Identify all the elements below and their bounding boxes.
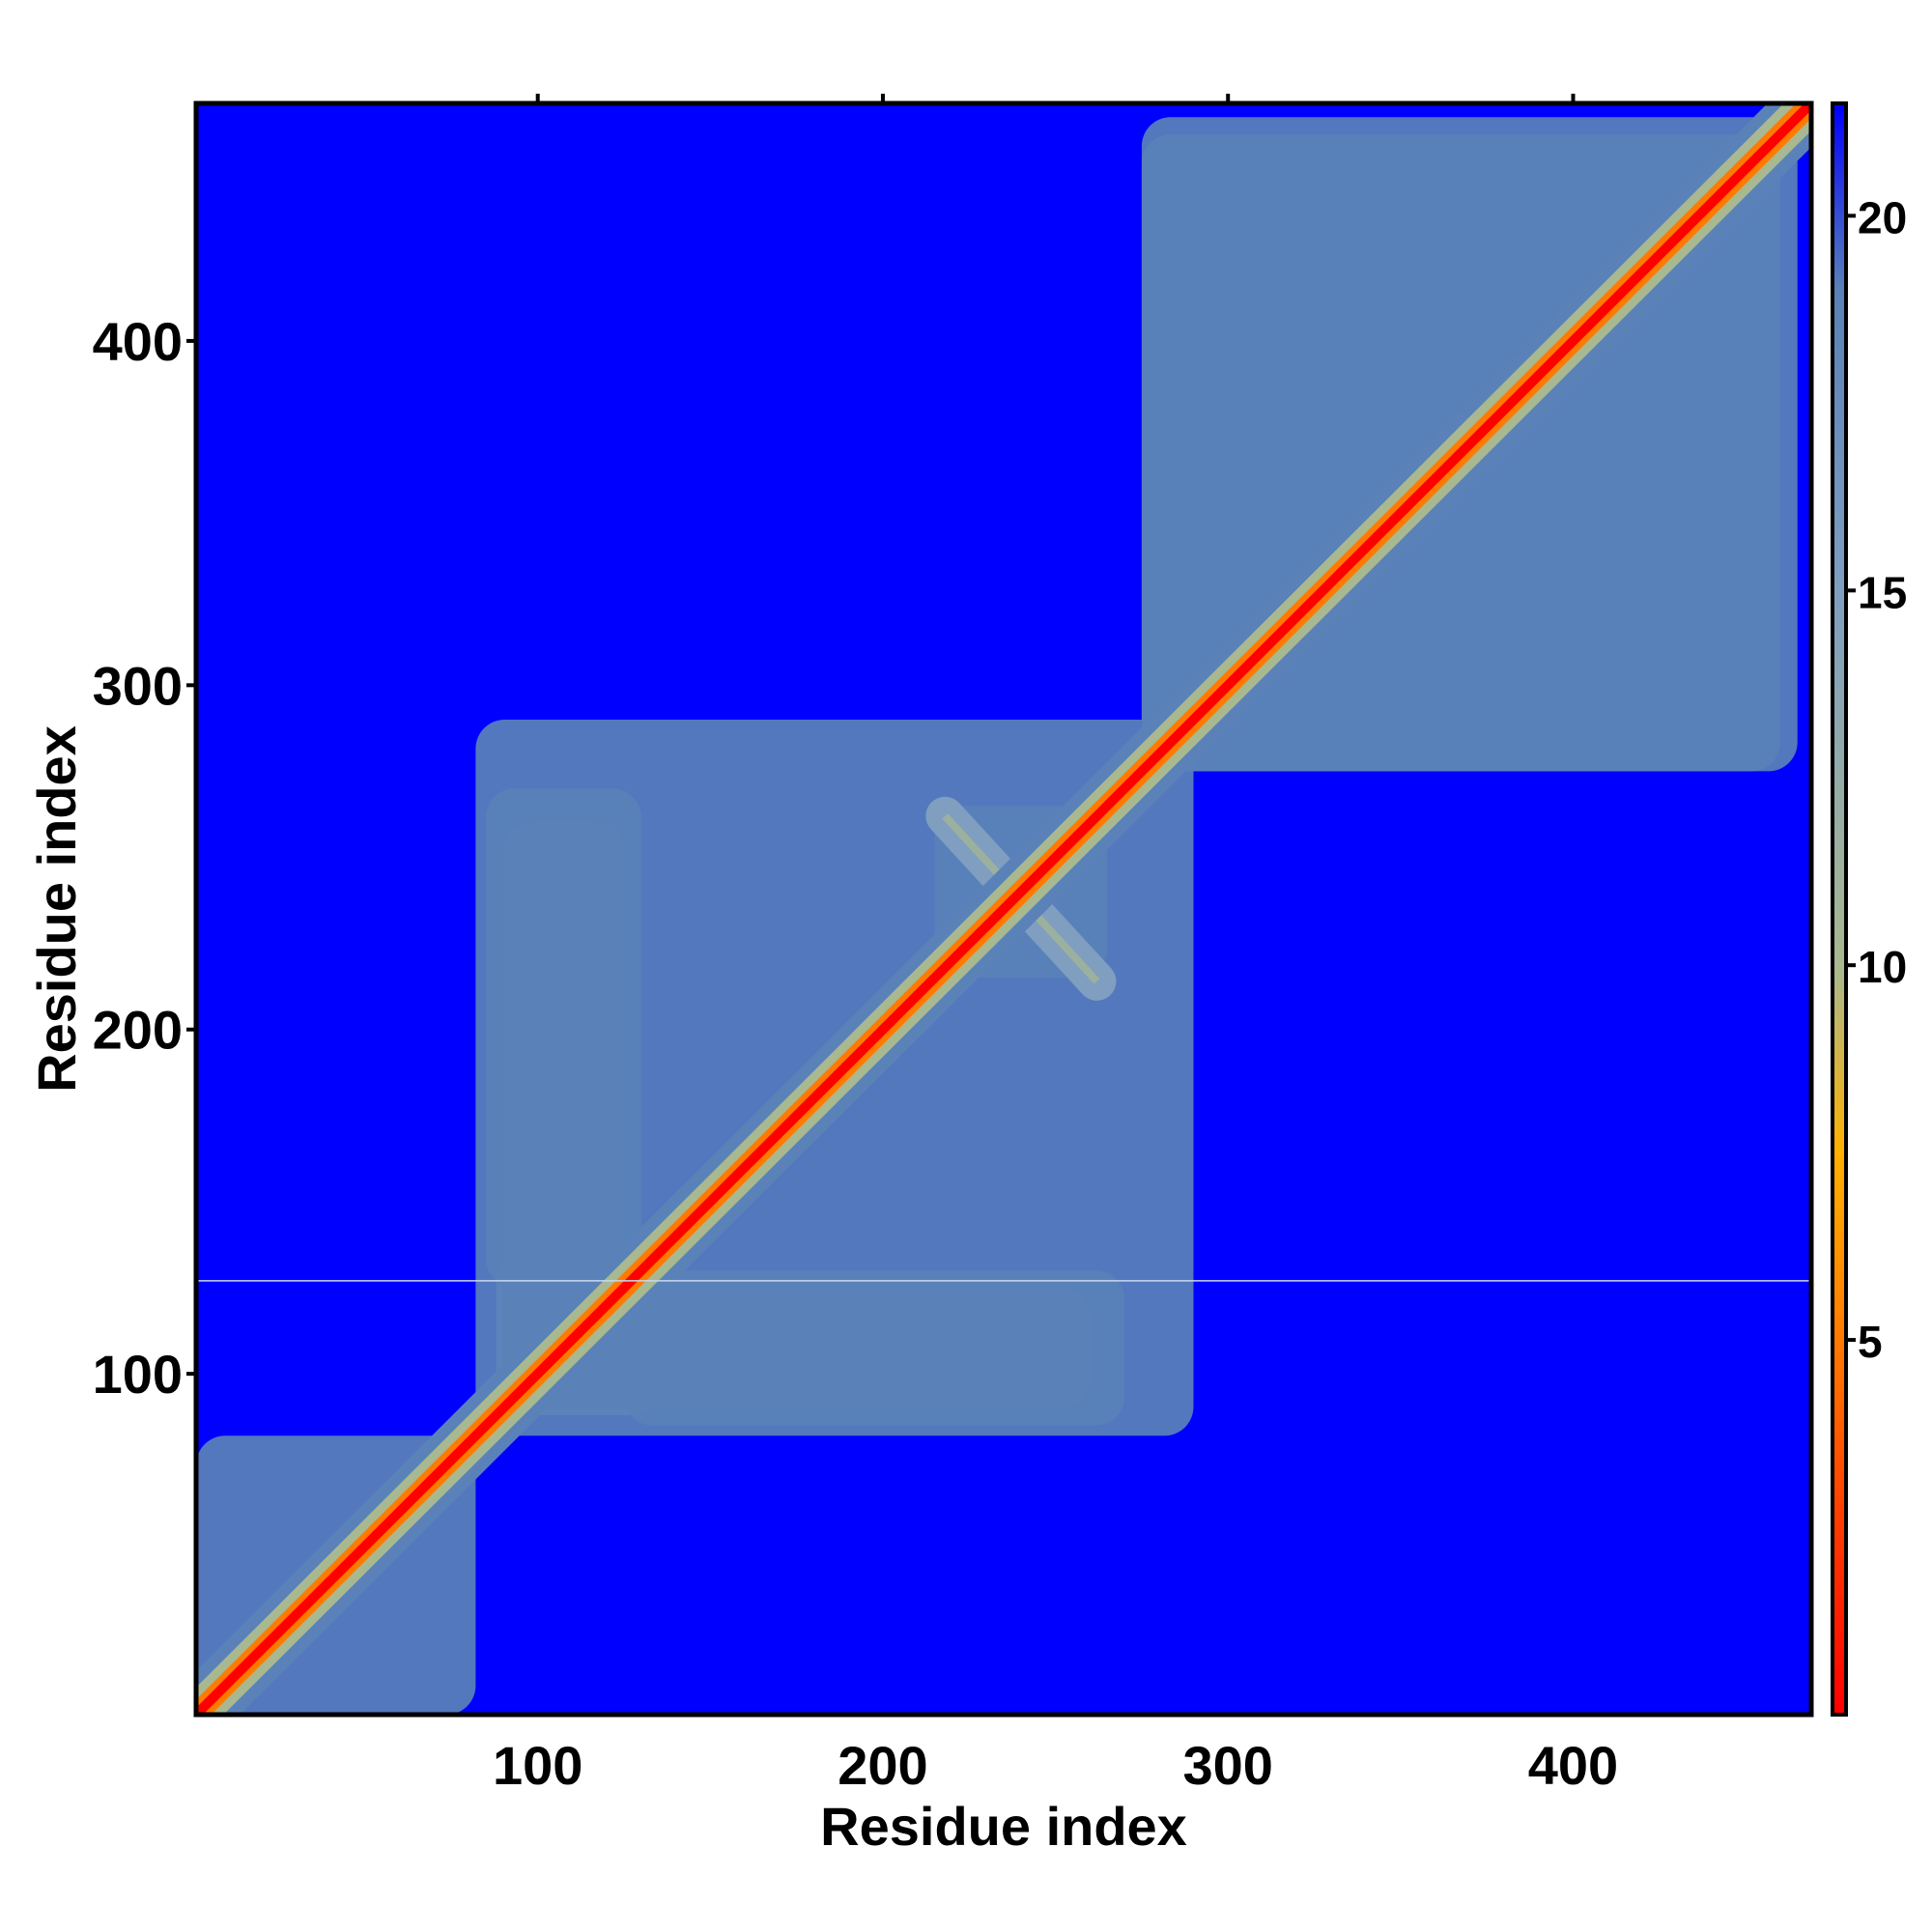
colorbar-tick-label: 5 bbox=[1858, 1317, 1883, 1367]
x-axis-label: Residue index bbox=[820, 1796, 1187, 1857]
y-tick-label: 300 bbox=[93, 655, 183, 716]
y-tick-label: 200 bbox=[93, 1000, 183, 1061]
x-axis-ticks: 100 200 300 400 bbox=[493, 94, 1618, 1796]
colorbar-tick-label: 10 bbox=[1858, 942, 1907, 992]
heatmap-plot-area bbox=[196, 103, 1811, 1715]
colorbar-ticks: 5 10 15 20 bbox=[1846, 192, 1907, 1367]
y-tick-label: 400 bbox=[93, 311, 183, 372]
plot-frame bbox=[193, 100, 1814, 1718]
heatmap-region-offdiag-strip-upper bbox=[624, 1270, 1125, 1426]
diagonal-band-3 bbox=[196, 103, 1811, 1715]
colorbar-tick-label: 20 bbox=[1858, 192, 1907, 242]
x-tick-label: 200 bbox=[838, 1735, 927, 1796]
colorbar: 5 10 15 20 bbox=[1831, 101, 1907, 1717]
x-tick-label: 100 bbox=[493, 1735, 582, 1796]
heatmap-region-offdiag-strip-upper bbox=[486, 788, 641, 1289]
x-tick-label: 300 bbox=[1183, 1735, 1273, 1796]
y-axis-ticks: 100 200 300 400 bbox=[93, 311, 196, 1405]
y-axis-label: Residue index bbox=[26, 725, 87, 1093]
y-tick-label: 100 bbox=[93, 1344, 183, 1405]
heatmap-diagonal bbox=[196, 103, 1811, 1715]
colorbar-tick-label: 15 bbox=[1858, 567, 1907, 617]
colorbar-gradient bbox=[1831, 101, 1848, 1717]
x-tick-label: 400 bbox=[1528, 1735, 1618, 1796]
